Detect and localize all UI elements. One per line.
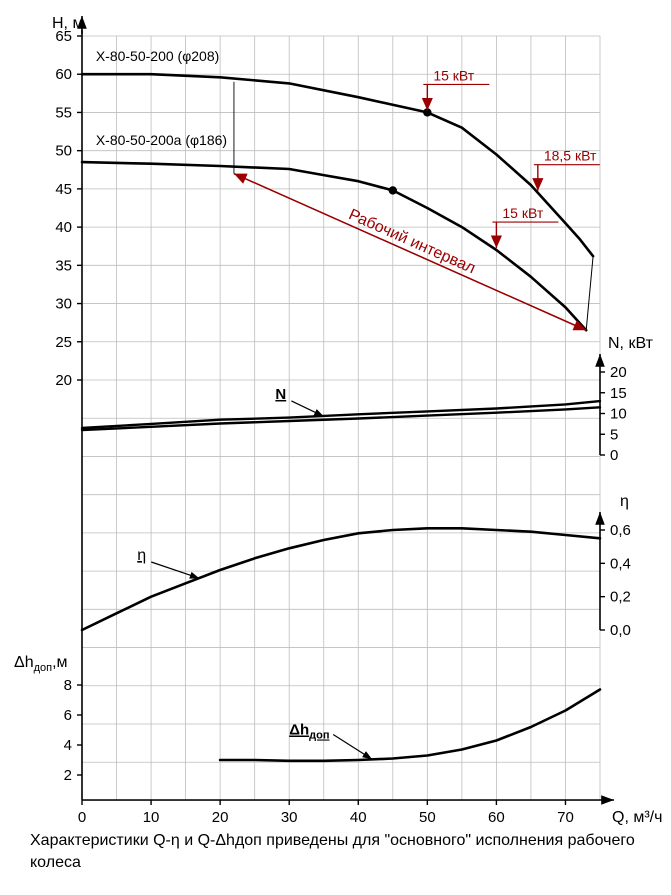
chart-caption: Характеристики Q-η и Q-Δhдоп приведены д… xyxy=(30,830,640,875)
pump-chart: 20253035404550556065H, м05101520N, кВт0,… xyxy=(0,0,671,895)
svg-text:20: 20 xyxy=(212,809,229,826)
svg-text:30: 30 xyxy=(281,809,298,826)
svg-text:η: η xyxy=(620,493,629,510)
svg-text:6: 6 xyxy=(64,707,72,724)
svg-text:0,4: 0,4 xyxy=(610,555,631,572)
svg-text:0,2: 0,2 xyxy=(610,589,631,606)
svg-text:2: 2 xyxy=(64,767,72,784)
svg-text:25: 25 xyxy=(55,334,72,351)
svg-text:20: 20 xyxy=(55,372,72,389)
svg-text:0: 0 xyxy=(610,447,618,464)
svg-text:Х-80-50-200а (φ186): Х-80-50-200а (φ186) xyxy=(96,132,227,148)
svg-text:55: 55 xyxy=(55,104,72,121)
svg-text:60: 60 xyxy=(55,66,72,83)
svg-text:Q, м³/ч: Q, м³/ч xyxy=(612,809,662,826)
svg-text:4: 4 xyxy=(64,737,72,754)
svg-text:10: 10 xyxy=(143,809,160,826)
svg-text:45: 45 xyxy=(55,181,72,198)
svg-text:50: 50 xyxy=(55,143,72,160)
svg-text:Рабочий интервал: Рабочий интервал xyxy=(346,206,478,277)
svg-text:70: 70 xyxy=(557,809,574,826)
svg-text:Δhдоп,м: Δhдоп,м xyxy=(14,654,68,674)
svg-text:20: 20 xyxy=(610,364,627,381)
svg-text:40: 40 xyxy=(350,809,367,826)
svg-text:Х-80-50-200 (φ208): Х-80-50-200 (φ208) xyxy=(96,48,219,64)
svg-text:15: 15 xyxy=(610,385,627,402)
svg-text:N, кВт: N, кВт xyxy=(608,335,654,352)
svg-text:0: 0 xyxy=(78,809,86,826)
svg-text:H, м: H, м xyxy=(52,15,83,32)
svg-text:10: 10 xyxy=(610,406,627,423)
svg-text:40: 40 xyxy=(55,219,72,236)
svg-text:18,5 кВт: 18,5 кВт xyxy=(544,148,597,164)
svg-text:η: η xyxy=(137,547,146,564)
svg-text:8: 8 xyxy=(64,677,72,694)
svg-text:N: N xyxy=(275,386,286,403)
svg-text:50: 50 xyxy=(419,809,436,826)
svg-text:15 кВт: 15 кВт xyxy=(433,67,474,83)
svg-text:15 кВт: 15 кВт xyxy=(502,205,543,221)
svg-text:0,6: 0,6 xyxy=(610,522,631,539)
svg-text:5: 5 xyxy=(610,426,618,443)
svg-text:30: 30 xyxy=(55,296,72,313)
svg-text:60: 60 xyxy=(488,809,505,826)
svg-text:35: 35 xyxy=(55,257,72,274)
chart-svg: 20253035404550556065H, м05101520N, кВт0,… xyxy=(0,0,671,895)
svg-text:0,0: 0,0 xyxy=(610,622,631,639)
